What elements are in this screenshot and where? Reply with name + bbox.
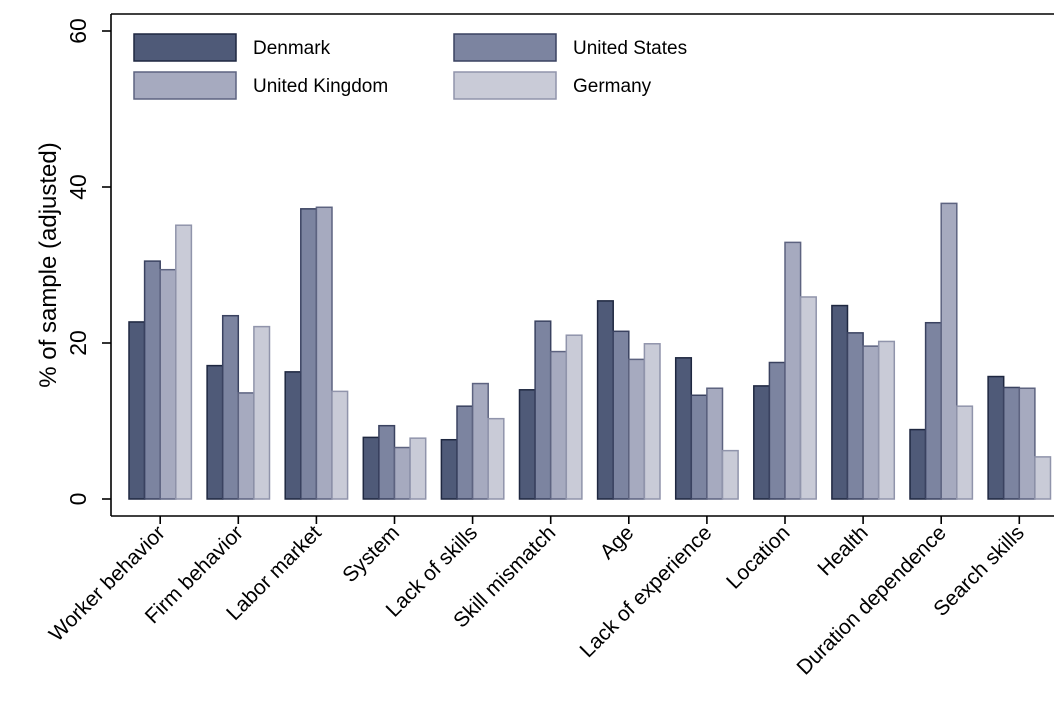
y-tick-label: 40 (65, 174, 91, 200)
bar (253, 325, 271, 500)
bar (846, 332, 864, 500)
bar (315, 206, 333, 500)
legend-swatch (133, 33, 237, 62)
x-tick-label: Health (813, 521, 872, 580)
bar (862, 345, 880, 500)
bar (534, 320, 552, 500)
y-ticks: 0 20 40 60 (65, 18, 111, 505)
x-tick-label: Duration dependence (792, 521, 950, 679)
bar (456, 405, 474, 500)
bar (987, 375, 1005, 500)
bar (674, 357, 693, 500)
bar (331, 390, 349, 500)
bar (471, 382, 489, 500)
bar (940, 202, 958, 500)
bar (487, 417, 505, 500)
bar (549, 350, 568, 500)
bar (1018, 387, 1036, 500)
bar (753, 385, 771, 500)
y-axis-title: % of sample (adjusted) (35, 142, 62, 387)
bar (237, 392, 255, 500)
bar (831, 304, 849, 500)
legend-label: United Kingdom (253, 76, 388, 97)
y-tick-label: 60 (65, 18, 91, 44)
bar (143, 260, 161, 500)
legend-swatch (453, 33, 557, 62)
x-tick-label: System (338, 521, 404, 587)
bars (128, 202, 1052, 500)
bar (159, 268, 177, 500)
bar (924, 321, 942, 500)
legend-swatch (453, 71, 557, 100)
bar (284, 371, 302, 500)
legend-label: United States (573, 38, 687, 59)
bar (518, 389, 536, 500)
bar (612, 330, 630, 500)
bar (378, 424, 396, 500)
x-tick-label: Worker behavior (45, 521, 170, 646)
bar (175, 224, 193, 500)
bar (362, 436, 380, 500)
bar (1002, 386, 1021, 500)
bar (768, 361, 786, 500)
bar (784, 241, 802, 500)
bar (300, 208, 318, 500)
bar (643, 343, 661, 500)
legend-swatch (133, 71, 237, 100)
y-tick-label: 0 (65, 493, 91, 506)
x-tick-label: Location (722, 521, 794, 593)
bar (440, 438, 458, 500)
bar (799, 296, 817, 500)
legend: Denmark United States United Kingdom German… (133, 33, 687, 100)
bar (706, 387, 724, 500)
bar (128, 321, 146, 500)
x-tick-label: Age (596, 521, 639, 564)
bar (206, 364, 224, 500)
bar (409, 437, 427, 500)
bar (909, 428, 927, 500)
bar (1034, 456, 1052, 500)
bar (565, 334, 583, 500)
plot-frame (110, 13, 1054, 517)
legend-label: Germany (573, 76, 652, 97)
bar (877, 340, 896, 500)
bar (721, 449, 739, 500)
bar (956, 405, 974, 500)
bar (393, 446, 411, 500)
bar (596, 300, 614, 500)
x-tick-label: Lack of experience (576, 521, 717, 662)
legend-label: Denmark (253, 38, 331, 59)
y-tick-label: 20 (65, 330, 91, 356)
bar (221, 314, 240, 500)
bar (690, 394, 708, 500)
bar (628, 358, 646, 500)
